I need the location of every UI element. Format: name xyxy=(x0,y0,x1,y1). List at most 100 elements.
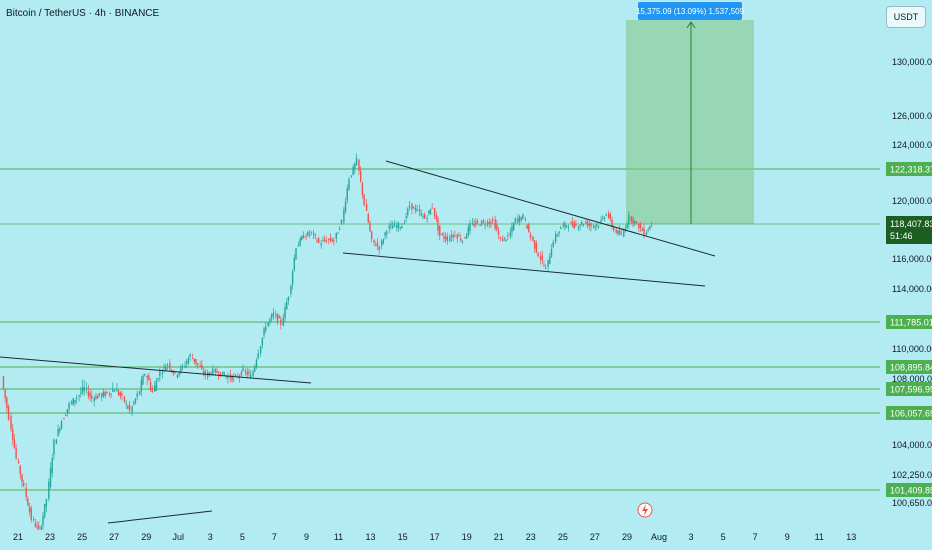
candle-body xyxy=(78,395,80,397)
candle-body xyxy=(346,187,348,201)
candle-body xyxy=(290,285,292,294)
candle-body xyxy=(543,264,545,266)
candle-body xyxy=(408,205,411,208)
candle-body xyxy=(537,252,539,257)
candle-body xyxy=(30,508,32,520)
level-price-label: 101,409.85 xyxy=(890,486,932,496)
y-tick-label: 116,000.00 xyxy=(892,254,932,264)
level-price-label: 122,318.37 xyxy=(890,165,932,175)
candle-body xyxy=(390,224,392,226)
candle-body xyxy=(302,235,305,239)
candle-body xyxy=(320,243,322,246)
candle-body xyxy=(564,222,566,228)
candle-body xyxy=(544,267,547,269)
candle-body xyxy=(89,392,91,397)
level-price-label-bg xyxy=(886,315,932,329)
candle-body xyxy=(592,225,595,227)
candle-body xyxy=(460,238,462,241)
candle-body xyxy=(138,391,141,395)
x-tick-label: 25 xyxy=(77,532,87,542)
candle-body xyxy=(244,371,247,373)
candle-body xyxy=(607,213,610,218)
candle-body xyxy=(113,390,116,392)
candle-body xyxy=(505,239,507,241)
candle-body xyxy=(186,361,188,364)
candle-body xyxy=(123,396,126,402)
candle-body xyxy=(647,229,649,231)
candle-body xyxy=(428,210,430,214)
candle-body xyxy=(373,239,375,243)
candle-body xyxy=(291,271,294,285)
projection-label-bg xyxy=(638,2,742,20)
candle-body xyxy=(590,223,592,227)
candle-body xyxy=(13,439,16,448)
candle-body xyxy=(522,214,524,219)
candle-body xyxy=(602,217,604,219)
candle-body xyxy=(195,358,197,365)
candle-body xyxy=(208,372,211,375)
y-tick-label: 124,000.00 xyxy=(892,140,932,150)
candle-body xyxy=(443,236,445,239)
candle-body xyxy=(535,243,538,253)
candle-body xyxy=(116,389,118,392)
candle-body xyxy=(396,225,398,229)
candle-body xyxy=(248,371,250,374)
candle-body xyxy=(573,222,575,229)
candle-body xyxy=(267,322,269,327)
candle-body xyxy=(532,236,534,241)
candle-body xyxy=(444,236,447,240)
candle-body xyxy=(27,498,29,506)
candle-body xyxy=(95,396,97,399)
y-tick-label: 120,000.00 xyxy=(892,196,932,206)
candle-body xyxy=(333,240,335,242)
candle-body xyxy=(222,371,224,375)
candle-body xyxy=(104,392,106,397)
candle-body xyxy=(6,397,8,409)
candle-body xyxy=(316,240,318,242)
currency-button[interactable]: USDT xyxy=(886,6,926,28)
candle-body xyxy=(541,255,543,261)
candle-body xyxy=(286,301,288,310)
x-tick-label: 21 xyxy=(494,532,504,542)
candle-body xyxy=(117,391,120,396)
candle-body xyxy=(588,224,591,226)
x-tick-label: 7 xyxy=(753,532,758,542)
candle-body xyxy=(136,393,138,398)
candle-body xyxy=(125,403,127,405)
candle-body xyxy=(340,219,343,224)
candle-body xyxy=(314,234,317,236)
candle-body xyxy=(149,381,152,391)
candle-body xyxy=(496,224,498,231)
candle-body xyxy=(261,337,264,346)
candle-body xyxy=(397,222,400,228)
candle-body xyxy=(34,523,37,527)
candle-body xyxy=(98,393,101,396)
candle-body xyxy=(184,365,186,368)
candle-body xyxy=(484,224,486,226)
candle-body xyxy=(375,245,377,247)
candle-body xyxy=(512,223,515,231)
candle-body xyxy=(119,392,122,397)
y-tick-label: 100,650.00 xyxy=(892,498,932,508)
candle-body xyxy=(429,209,432,215)
x-tick-label: 3 xyxy=(689,532,694,542)
candle-body xyxy=(128,405,131,411)
candle-body xyxy=(603,217,606,219)
candle-body xyxy=(533,240,536,249)
candle-body xyxy=(509,232,511,237)
candle-body xyxy=(254,366,256,372)
candle-body xyxy=(391,226,394,229)
candle-body xyxy=(582,224,585,226)
candle-body xyxy=(172,371,174,374)
trendline-wedge-lower xyxy=(342,252,706,287)
candle-body xyxy=(628,214,630,224)
projection-box xyxy=(626,20,754,224)
candle-body xyxy=(388,225,390,229)
candle-body xyxy=(305,236,307,238)
x-tick-label: 13 xyxy=(846,532,856,542)
candle-body xyxy=(308,234,311,236)
candle-body xyxy=(301,236,303,240)
x-tick-label: 3 xyxy=(208,532,213,542)
candle-body xyxy=(216,370,218,373)
